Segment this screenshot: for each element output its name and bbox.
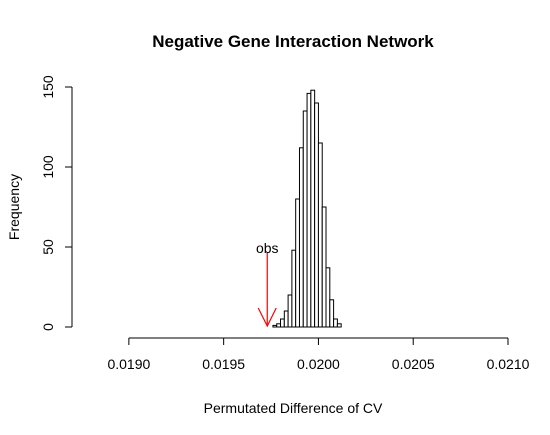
observed-arrow-head <box>257 307 277 328</box>
x-tick-label: 0.0205 <box>392 356 435 372</box>
histogram-bar <box>272 324 278 328</box>
histogram-bar <box>276 323 282 328</box>
y-tick-label: 150 <box>40 75 56 99</box>
y-tick-label: 50 <box>40 239 56 255</box>
histogram-bar <box>306 92 312 328</box>
histogram-bar <box>291 249 297 328</box>
y-axis-label: Frequency <box>6 174 22 240</box>
histogram-bar <box>310 89 316 328</box>
histogram-bars <box>272 89 342 328</box>
histogram-bar <box>283 310 289 328</box>
x-axis-label: Permutated Difference of CV <box>204 400 383 416</box>
histogram-bar <box>302 110 308 328</box>
histogram-bar <box>287 294 293 328</box>
histogram-bar <box>336 323 342 328</box>
x-axis: 0.0190 0.0195 0.0200 0.0205 0.0210 <box>107 337 530 372</box>
histogram-bar <box>325 267 331 328</box>
histogram-bar <box>329 299 335 328</box>
histogram-bar <box>295 198 300 328</box>
x-tick-label: 0.0200 <box>297 356 340 372</box>
histogram-bar <box>321 206 327 328</box>
histogram-bar <box>333 318 338 328</box>
y-tick-label: 100 <box>40 155 56 179</box>
y-axis: 0 50 100 150 <box>40 75 73 331</box>
histogram-bar <box>314 102 319 328</box>
histogram-bar <box>317 142 323 328</box>
histogram-bar <box>280 318 285 328</box>
observed-annotation: obs <box>256 240 279 328</box>
x-tick-label: 0.0190 <box>107 356 150 372</box>
histogram-bar <box>298 147 304 328</box>
y-tick-label: 0 <box>40 323 56 331</box>
x-tick-label: 0.0195 <box>202 356 245 372</box>
observed-label: obs <box>256 240 279 256</box>
x-tick-label: 0.0210 <box>487 356 530 372</box>
chart-title: Negative Gene Interaction Network <box>152 32 434 51</box>
